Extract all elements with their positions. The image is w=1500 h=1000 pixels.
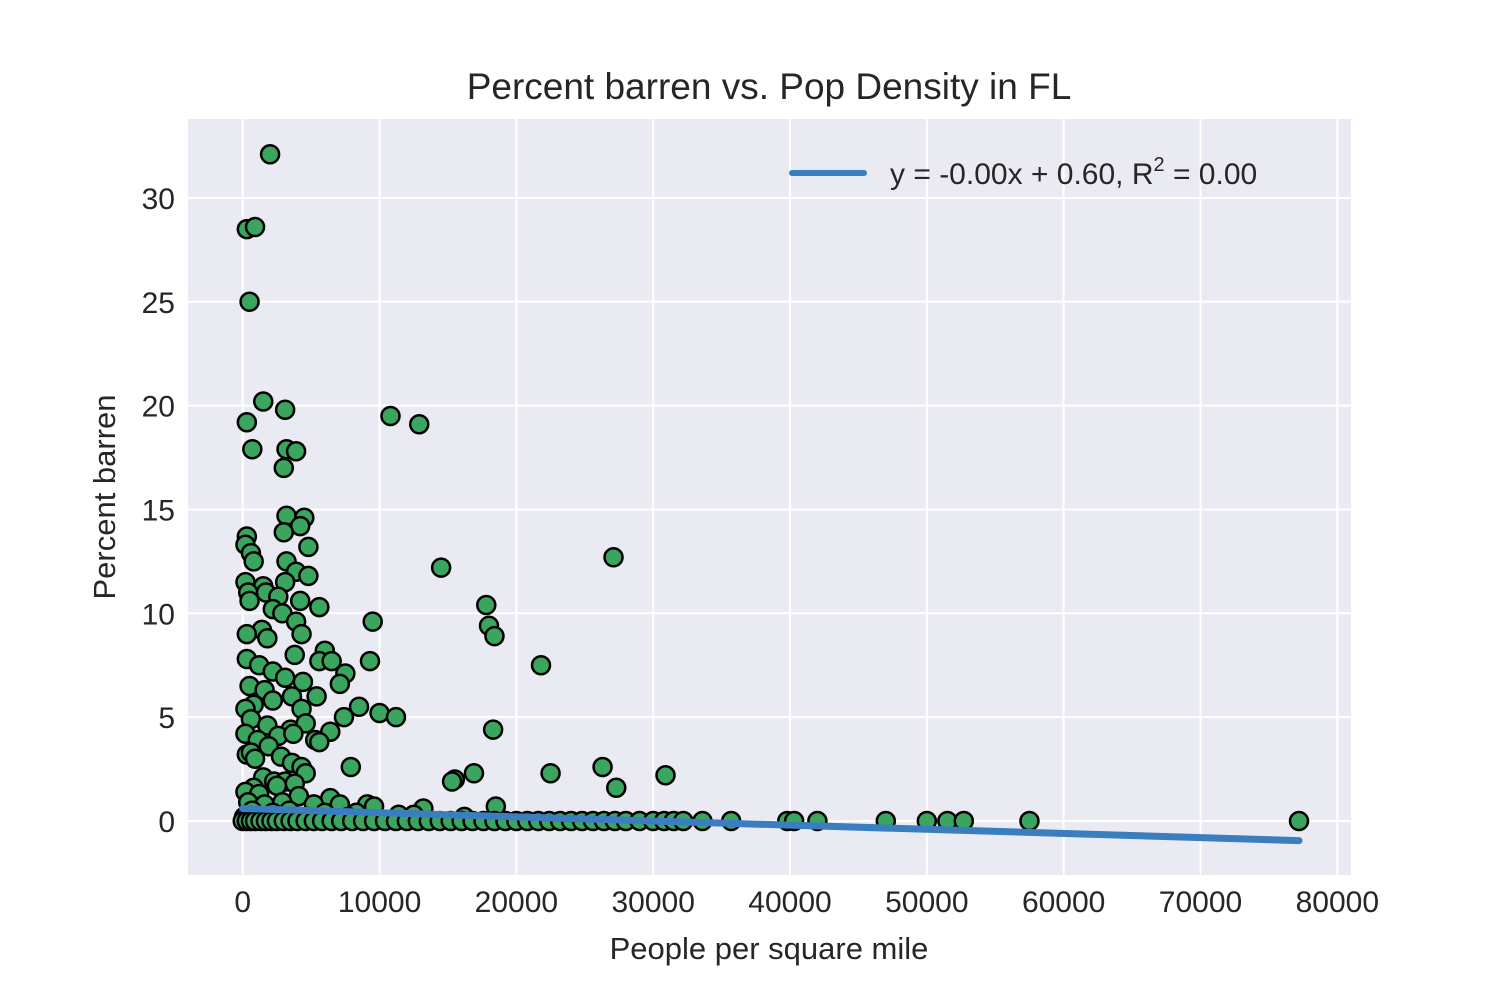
data-point	[340, 756, 362, 778]
data-point	[333, 706, 355, 728]
data-point	[236, 623, 258, 645]
data-point	[236, 411, 258, 433]
data-point	[266, 775, 288, 796]
y-tick-label: 20	[142, 391, 175, 424]
x-tick-label: 70000	[1159, 886, 1242, 919]
data-points	[232, 144, 1310, 832]
data-point	[285, 441, 307, 462]
x-tick-label: 60000	[1022, 886, 1105, 919]
x-tick-label: 30000	[611, 886, 694, 919]
fit-line	[239, 805, 1303, 845]
data-point	[463, 762, 485, 784]
data-point	[239, 291, 260, 313]
legend-label-text: y = -0.00x + 0.60, R	[890, 158, 1153, 191]
y-tick-label: 25	[142, 287, 175, 320]
data-point	[540, 762, 561, 784]
legend-label-suffix: = 0.00	[1165, 158, 1258, 191]
y-tick-label: 0	[158, 806, 175, 839]
data-point	[253, 391, 274, 412]
data-point	[306, 686, 327, 707]
data-point	[484, 625, 505, 647]
data-point	[291, 623, 312, 645]
data-point	[273, 457, 295, 479]
fit-line-group	[239, 805, 1303, 845]
x-tick-label: 20000	[475, 886, 558, 919]
data-point	[309, 596, 330, 618]
legend: y = -0.00x + 0.60, R2 = 0.00	[789, 154, 1257, 191]
data-point	[309, 731, 330, 753]
data-point	[298, 565, 319, 587]
data-point	[243, 551, 264, 572]
chart-title: Percent barren vs. Pop Density in FL	[467, 66, 1072, 107]
x-axis-label: People per square mile	[610, 931, 929, 966]
y-tick-label: 30	[142, 183, 175, 216]
data-point	[244, 216, 266, 238]
legend-label: y = -0.00x + 0.60, R2 = 0.00	[890, 154, 1257, 191]
x-tick-label: 50000	[885, 886, 968, 919]
data-point	[329, 673, 351, 695]
data-point	[257, 627, 278, 649]
data-point	[239, 590, 260, 612]
data-point	[1288, 810, 1310, 832]
y-tick-label: 15	[142, 494, 175, 527]
data-point	[284, 644, 305, 666]
data-point	[262, 690, 284, 711]
data-point	[289, 590, 311, 612]
x-tick-label: 0	[234, 886, 251, 919]
x-tick-label: 40000	[748, 886, 831, 919]
data-point	[244, 748, 266, 769]
data-point	[408, 414, 430, 435]
data-point	[274, 667, 296, 688]
data-point	[273, 522, 295, 543]
data-point	[283, 723, 304, 745]
data-point	[321, 650, 342, 672]
data-point	[242, 438, 263, 460]
data-point	[530, 654, 552, 676]
x-tick-label: 10000	[338, 886, 421, 919]
data-point	[482, 719, 504, 740]
data-point	[359, 650, 381, 672]
data-point	[606, 777, 627, 799]
data-point	[655, 765, 676, 786]
data-point	[1019, 810, 1040, 832]
data-point	[292, 671, 314, 693]
data-point	[259, 144, 281, 165]
data-point	[369, 702, 390, 724]
y-tick-label: 5	[158, 702, 175, 735]
y-axis-label: Percent barren	[87, 394, 122, 599]
y-tick-label: 10	[142, 598, 175, 631]
data-point	[380, 405, 401, 427]
data-point	[476, 594, 497, 616]
data-point	[298, 536, 319, 558]
x-tick-label: 80000	[1296, 886, 1379, 919]
data-point	[603, 546, 624, 568]
data-point	[274, 399, 296, 421]
data-point	[362, 611, 383, 632]
plot-area	[188, 119, 1351, 875]
data-point	[592, 756, 613, 778]
grid-lines	[188, 119, 1351, 875]
legend-label-superscript: 2	[1153, 154, 1164, 176]
x-tick-labels: 0 10000 20000 30000 40000 50000 60000 70000 8000…	[234, 886, 1379, 919]
data-point	[385, 706, 407, 728]
data-point	[441, 771, 463, 792]
data-point	[430, 557, 452, 578]
data-point	[348, 696, 370, 718]
y-tick-labels: 0 5 10 15 20 25 30	[142, 183, 175, 839]
